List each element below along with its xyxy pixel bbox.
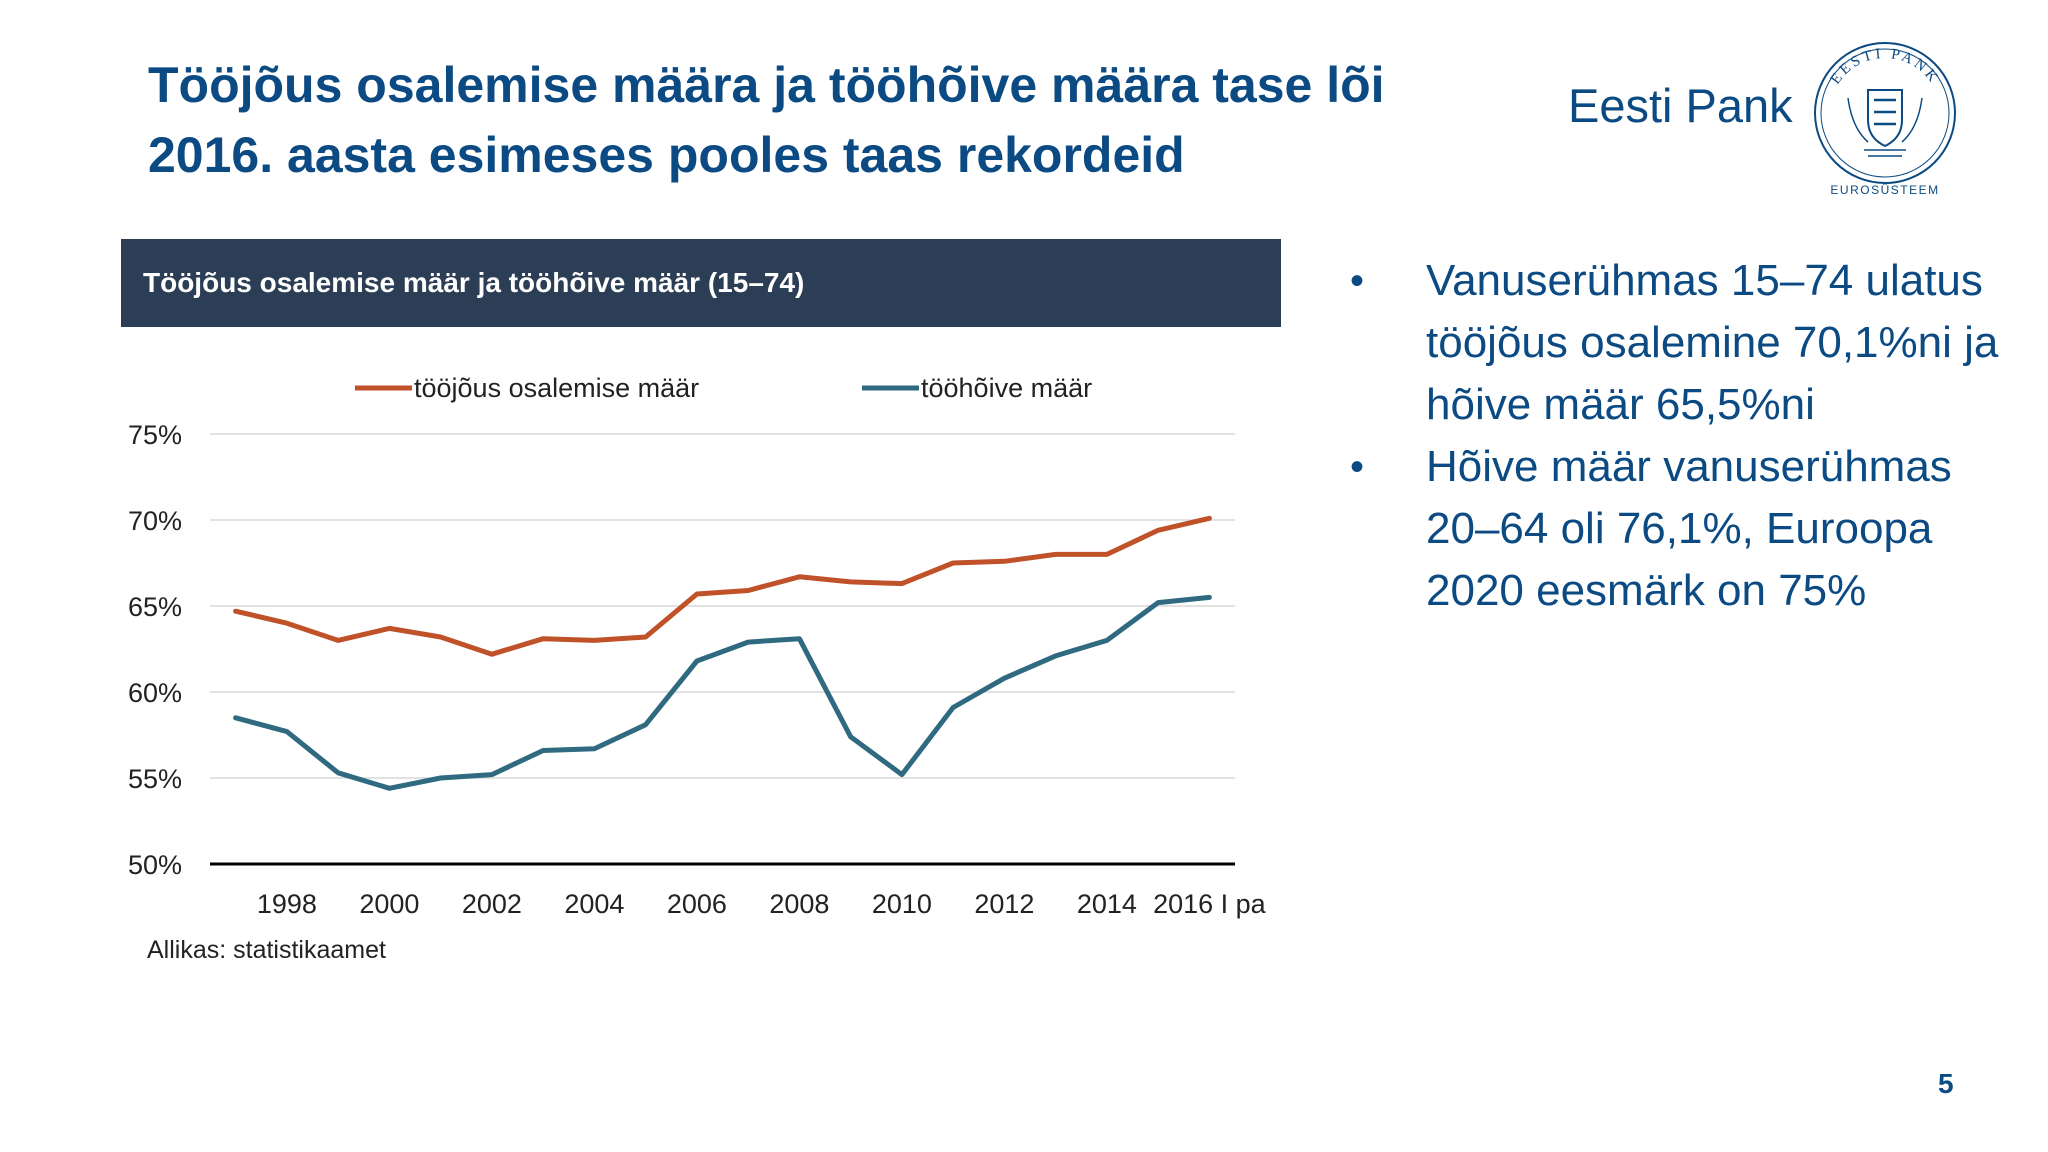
x-axis: 1998 2000 2002 2004 2006 2008 2010 2012 2014 2016… (257, 889, 1267, 919)
svg-text:EESTI PANK: EESTI PANK (1828, 46, 1943, 87)
bullet-text: Hõive määr vanuserühmas 20–64 oli 76,1%,… (1426, 442, 1952, 615)
series-line (233, 594, 1212, 791)
page-number: 5 (1938, 1068, 1954, 1099)
x-tick-label: 2000 (359, 889, 419, 919)
y-tick-label: 75% (128, 420, 182, 450)
y-tick-label: 60% (128, 678, 182, 708)
x-tick-label: 2012 (974, 889, 1034, 919)
x-tick-label: 2016 I pa (1153, 889, 1267, 919)
slide-title: Tööjõus osalemise määra ja tööhõive määr… (148, 50, 1428, 190)
bullet-item: • Hõive määr vanuserühmas 20–64 oli 76,1… (1350, 436, 2030, 622)
bullet-text: Vanuserühmas 15–74 ulatus tööjõus osalem… (1426, 256, 1999, 429)
x-tick-label: 2006 (667, 889, 727, 919)
brand-name: Eesti Pank (1568, 79, 1793, 132)
x-tick-label: 1998 (257, 889, 317, 919)
series-line (233, 515, 1212, 657)
slide-title-line: Tööjõus osalemise määra ja tööhõive määr… (148, 57, 1385, 113)
x-tick-label: 2004 (564, 889, 624, 919)
bullet-dot: • (1350, 445, 1365, 489)
y-tick-label: 55% (128, 764, 182, 794)
slide-title-line: 2016. aasta esimeses pooles taas rekorde… (148, 127, 1185, 183)
bullet-dot: • (1350, 259, 1365, 303)
legend-label: tööhõive määr (921, 373, 1092, 403)
chart-legend: tööjõus osalemise määr tööhõive määr (355, 373, 1092, 403)
x-tick-label: 2014 (1077, 889, 1137, 919)
chart-grid (210, 433, 1235, 866)
bullet-item: • Vanuserühmas 15–74 ulatus tööjõus osal… (1350, 250, 2030, 436)
line-chart: tööjõus osalemise määr tööhõive määr 50%5… (128, 373, 1267, 919)
chart-source: Allikas: statistikaamet (147, 936, 386, 964)
svg-text:EUROSÜSTEEM: EUROSÜSTEEM (1830, 183, 1939, 197)
y-tick-label: 50% (128, 850, 182, 880)
y-axis: 50% 55% 60% 65% 70% 75% (128, 420, 182, 880)
eesti-pank-seal-logo: EESTI PANK EUROSÜSTEEM (1814, 42, 1956, 197)
chart-series (233, 515, 1212, 791)
legend-label: tööjõus osalemise määr (414, 373, 699, 403)
x-tick-label: 2002 (462, 889, 522, 919)
bullet-list: • Vanuserühmas 15–74 ulatus tööjõus osal… (1350, 250, 2030, 622)
y-tick-label: 70% (128, 506, 182, 536)
x-tick-label: 2008 (769, 889, 829, 919)
x-tick-label: 2010 (872, 889, 932, 919)
y-tick-label: 65% (128, 592, 182, 622)
chart-header: Tööjõus osalemise määr ja tööhõive määr … (121, 239, 1281, 327)
